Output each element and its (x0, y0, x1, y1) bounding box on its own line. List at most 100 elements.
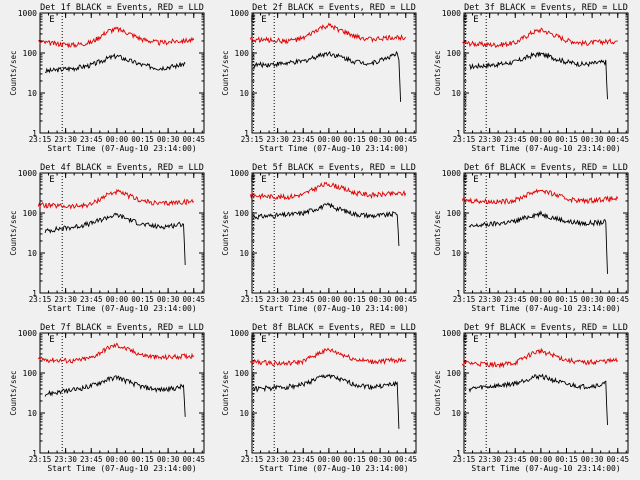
x-tick-label: 00:15 (343, 455, 366, 464)
y-tick-label: 1000 (18, 9, 37, 18)
x-tick-label: 00:45 (394, 295, 417, 304)
x-tick-label: 23:15 (453, 455, 476, 464)
x-tick-label: 00:00 (530, 135, 553, 144)
event-marker: E (473, 15, 478, 25)
plot-frame (463, 12, 629, 134)
x-tick-label: 00:30 (369, 295, 392, 304)
x-tick-label: 23:30 (478, 295, 501, 304)
plot-frame (251, 332, 417, 454)
panel-8: Det 8f BLACK = Events, RED = LLD11010010… (221, 323, 468, 473)
lld-series-line (462, 27, 618, 48)
x-tick-label: 23:15 (241, 295, 264, 304)
y-tick-label: 1 (32, 449, 37, 458)
x-tick-label: 00:00 (530, 295, 553, 304)
event-marker: E (49, 175, 54, 185)
events-series-line (44, 375, 186, 417)
y-tick-label: 100 (447, 209, 462, 218)
x-tick-label: 23:45 (504, 295, 527, 304)
y-axis-label: Counts/sec (221, 370, 230, 415)
x-tick-label: 23:45 (80, 135, 103, 144)
x-tick-label: 00:15 (131, 135, 154, 144)
event-marker: E (473, 335, 478, 345)
x-tick-label: 00:30 (157, 455, 180, 464)
x-tick-label: 00:45 (394, 135, 417, 144)
plot-frame (39, 12, 205, 134)
panel-2: Det 2f BLACK = Events, RED = LLD11010010… (221, 3, 468, 153)
x-tick-label: 23:45 (292, 295, 315, 304)
y-tick-label: 1000 (442, 9, 461, 18)
events-series-line (468, 373, 608, 426)
y-axis-label: Counts/sec (9, 370, 18, 415)
y-axis-label: Counts/sec (433, 210, 442, 255)
x-tick-label: 23:15 (453, 295, 476, 304)
plot-frame (251, 12, 417, 134)
y-tick-label: 10 (239, 409, 249, 418)
lld-series-line (249, 347, 407, 367)
y-tick-label: 100 (235, 209, 250, 218)
x-tick-label: 23:30 (54, 295, 77, 304)
x-tick-label: 23:30 (54, 455, 77, 464)
event-marker: E (463, 335, 468, 345)
x-tick-label: 23:30 (266, 455, 289, 464)
panel-title: Det 5f BLACK = Events, RED = LLD (252, 163, 416, 173)
y-tick-label: 10 (451, 249, 461, 258)
x-tick-label: 23:15 (453, 135, 476, 144)
x-tick-label: 00:30 (581, 295, 604, 304)
lld-series-line (38, 26, 195, 49)
x-tick-label: 23:45 (80, 295, 103, 304)
x-tick-label: 00:30 (581, 135, 604, 144)
x-tick-label: 00:45 (606, 295, 629, 304)
event-marker: E (251, 175, 256, 185)
y-axis-label: Counts/sec (9, 50, 18, 95)
panel-7: Det 7f BLACK = Events, RED = LLD 1 10 100 10… (9, 323, 256, 473)
x-axis-label: Start Time (07-Aug-10 23:14:00) (259, 144, 408, 153)
y-tick-label: 10 (451, 409, 461, 418)
x-tick-label: 23:15 (29, 135, 52, 144)
y-tick-label: 100 (235, 369, 250, 378)
y-tick-label: 1000 (18, 169, 37, 178)
lld-series-line (249, 181, 407, 201)
x-tick-label: 00:45 (182, 295, 205, 304)
x-tick-label: 00:30 (369, 135, 392, 144)
y-tick-label: 1 (456, 449, 461, 458)
event-marker: E (251, 335, 256, 345)
event-marker: E (261, 175, 266, 185)
y-tick-label: 1 (244, 129, 249, 138)
x-tick-label: 00:15 (555, 295, 578, 304)
plot-frame (463, 172, 629, 294)
plot-frame (251, 172, 417, 294)
x-tick-label: 00:30 (157, 295, 180, 304)
x-tick-label: 00:30 (157, 135, 180, 144)
event-marker: E (463, 175, 468, 185)
y-tick-label: 100 (447, 49, 462, 58)
x-tick-label: 00:15 (343, 135, 366, 144)
x-tick-label: 23:45 (292, 455, 315, 464)
lld-series-line (461, 347, 619, 369)
panel-3: Det 3f BLACK = Events, RED = LLD 1 10 100 10… (433, 3, 629, 153)
events-series-line (44, 212, 186, 266)
x-tick-label: 00:00 (318, 135, 341, 144)
panel-title: Det 3f BLACK = Events, RED = LLD (464, 3, 628, 13)
lld-series-line (249, 22, 407, 45)
panel-5: Det 5f BLACK = Events, RED = LLD 1 10 100 10… (221, 163, 468, 313)
x-axis-label: Start Time (07-Aug-10 23:14:00) (471, 304, 620, 313)
events-series-line (44, 53, 186, 74)
y-axis-label: Counts/sec (433, 50, 442, 95)
x-axis-label: Start Time (07-Aug-10 23:14:00) (47, 304, 196, 313)
y-tick-label: 10 (451, 89, 461, 98)
x-tick-label: 23:30 (478, 455, 501, 464)
lld-series-line (461, 188, 619, 206)
x-tick-label: 00:00 (106, 455, 129, 464)
y-tick-label: 1000 (230, 169, 249, 178)
panel-title: Det 7f BLACK = Events, RED = LLD (40, 323, 204, 333)
y-tick-label: 1 (456, 289, 461, 298)
x-tick-label: 23:30 (54, 135, 77, 144)
event-marker: E (261, 335, 266, 345)
event-marker: E (49, 335, 54, 345)
x-tick-label: 00:15 (555, 455, 578, 464)
x-tick-label: 23:45 (80, 455, 103, 464)
y-axis-label: Counts/sec (221, 210, 230, 255)
y-tick-label: 100 (23, 369, 38, 378)
panel-title: Det 1f BLACK = Events, RED = LLD (40, 3, 204, 13)
